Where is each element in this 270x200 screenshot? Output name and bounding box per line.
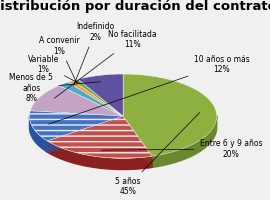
Polygon shape	[152, 116, 217, 167]
Text: 10 años o más
12%: 10 años o más 12%	[49, 55, 249, 124]
Text: A convenir
1%: A convenir 1%	[39, 36, 80, 84]
Polygon shape	[78, 74, 123, 116]
Polygon shape	[68, 81, 123, 116]
Polygon shape	[73, 79, 123, 116]
Text: Entre 6 y 9 años
20%: Entre 6 y 9 años 20%	[101, 139, 262, 159]
Polygon shape	[47, 116, 123, 152]
Polygon shape	[47, 116, 123, 152]
Text: Variable
1%: Variable 1%	[28, 55, 80, 84]
Polygon shape	[123, 116, 152, 167]
Polygon shape	[47, 116, 152, 158]
Polygon shape	[47, 116, 152, 158]
Polygon shape	[29, 111, 123, 141]
Text: 5 años
45%: 5 años 45%	[115, 113, 200, 196]
Text: Indefinido
2%: Indefinido 2%	[73, 22, 114, 86]
Text: Menos de 5
años
8%: Menos de 5 años 8%	[9, 73, 100, 103]
Polygon shape	[59, 82, 123, 116]
Title: Distribución por duración del contrato: Distribución por duración del contrato	[0, 0, 270, 13]
Polygon shape	[30, 85, 123, 116]
Polygon shape	[123, 116, 152, 167]
Polygon shape	[123, 74, 217, 156]
Polygon shape	[29, 117, 47, 152]
Text: No facilitada
11%: No facilitada 11%	[55, 30, 157, 98]
Polygon shape	[47, 141, 152, 169]
Polygon shape	[29, 111, 123, 141]
